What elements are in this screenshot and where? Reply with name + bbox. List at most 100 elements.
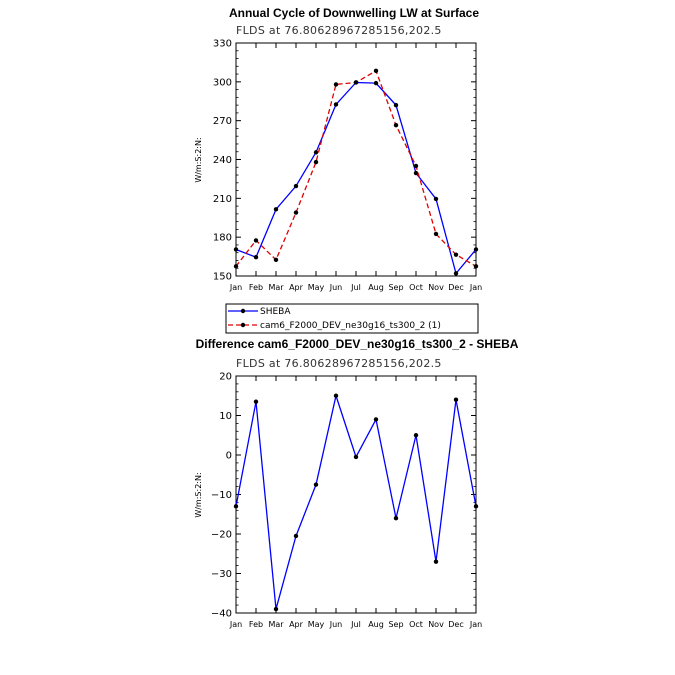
data-point xyxy=(473,264,479,269)
x-tick-label: Nov xyxy=(428,283,444,292)
legend-box xyxy=(225,303,479,334)
data-point xyxy=(393,516,399,521)
x-tick-label: Feb xyxy=(249,283,263,292)
data-point xyxy=(333,102,339,107)
x-tick-label: Dec xyxy=(448,283,463,292)
series-line xyxy=(235,393,477,610)
legend-sheba-label: SHEBA xyxy=(260,307,291,317)
y-tick-label: 240 xyxy=(213,155,232,166)
data-point xyxy=(253,399,259,404)
data-point xyxy=(293,533,299,539)
x-tick-label: Jun xyxy=(329,283,343,292)
data-point xyxy=(273,207,279,212)
diff-y-ticks: −40 −30 −20 −10 0 10 20 xyxy=(211,372,476,620)
data-point xyxy=(373,80,379,86)
data-point xyxy=(473,247,479,252)
diff-y-axis-label: W/m:S:2:N: xyxy=(194,472,203,517)
data-point xyxy=(333,82,339,87)
x-tick-label: Jul xyxy=(350,620,361,629)
y-ticks: 150 180 210 240 270 300 330 xyxy=(213,39,476,283)
diff-series-lines xyxy=(233,393,479,612)
x-tick-label: Sep xyxy=(388,620,403,629)
x-tick-label: Jun xyxy=(329,620,343,629)
x-tick-label: Oct xyxy=(409,283,423,292)
x-tick-label: Aug xyxy=(368,620,384,629)
data-point xyxy=(353,80,359,85)
y-tick-label: −20 xyxy=(211,530,232,541)
data-point xyxy=(393,102,399,108)
data-point xyxy=(313,482,319,487)
x-tick-label: Dec xyxy=(448,620,463,629)
y-tick-label: 270 xyxy=(213,116,232,127)
data-point xyxy=(253,238,259,243)
x-ticks: Jan Feb Mar Apr May Jun Jul Aug Sep Oct Nov Dec Jan xyxy=(229,43,482,292)
data-point xyxy=(293,210,299,215)
data-point xyxy=(393,122,399,128)
x-tick-label: May xyxy=(308,283,325,292)
x-tick-label: Jan xyxy=(469,620,482,629)
y-tick-label: 150 xyxy=(213,272,232,283)
data-point xyxy=(273,257,279,263)
legend-cam6-label: cam6_F2000_DEV_ne30g16_ts300_2 (1) xyxy=(260,321,441,331)
data-point xyxy=(333,393,339,398)
data-point xyxy=(433,196,439,202)
data-point xyxy=(233,247,239,252)
x-tick-label: May xyxy=(308,620,325,629)
x-tick-label: Nov xyxy=(428,620,444,629)
x-tick-label: Jan xyxy=(229,283,242,292)
difference-chart: Difference cam6_F2000_DEV_ne30g16_ts300_… xyxy=(194,337,519,629)
data-point xyxy=(413,163,419,169)
x-tick-label: Jan xyxy=(469,283,482,292)
data-point xyxy=(373,68,379,74)
data-point xyxy=(353,454,359,460)
chart-subtitle: FLDS at 76.80628967285156,202.5 xyxy=(236,24,442,37)
x-tick-label: Mar xyxy=(268,283,284,292)
data-point xyxy=(273,606,279,612)
x-tick-label: Mar xyxy=(268,620,284,629)
data-point xyxy=(313,150,319,155)
x-tick-label: Feb xyxy=(249,620,263,629)
legend-cam6-marker xyxy=(240,322,246,328)
diff-chart-title: Difference cam6_F2000_DEV_ne30g16_ts300_… xyxy=(196,337,519,351)
diff-x-ticks: Jan Feb Mar Apr May Jun Jul Aug Sep Oct Nov Dec Jan xyxy=(229,376,482,629)
legend-sheba-marker xyxy=(240,308,246,314)
x-tick-label: Jul xyxy=(350,283,361,292)
data-point xyxy=(233,264,239,269)
y-tick-label: 10 xyxy=(219,411,232,422)
data-point xyxy=(473,504,479,509)
data-point xyxy=(453,252,459,257)
data-point xyxy=(373,417,379,422)
y-tick-label: 330 xyxy=(213,39,232,50)
y-tick-label: 180 xyxy=(213,233,232,244)
data-point xyxy=(293,183,299,189)
data-point xyxy=(253,255,259,260)
x-tick-label: Aug xyxy=(368,283,384,292)
y-tick-label: −10 xyxy=(211,490,232,501)
data-point xyxy=(233,504,239,509)
data-point xyxy=(313,159,319,165)
y-tick-label: 0 xyxy=(226,451,232,462)
y-tick-label: 210 xyxy=(213,194,232,205)
x-tick-label: Apr xyxy=(289,283,304,292)
diff-plot-frame xyxy=(235,375,477,614)
x-tick-label: Jan xyxy=(229,620,242,629)
series-line xyxy=(235,69,477,267)
diff-chart-subtitle: FLDS at 76.80628967285156,202.5 xyxy=(236,357,442,370)
x-tick-label: Oct xyxy=(409,620,423,629)
y-tick-label: −30 xyxy=(211,569,232,580)
y-tick-label: 20 xyxy=(219,372,232,383)
legend: SHEBA cam6_F2000_DEV_ne30g16_ts300_2 (1) xyxy=(225,303,479,334)
chart-title: Annual Cycle of Downwelling LW at Surfac… xyxy=(229,6,479,20)
data-point xyxy=(453,271,459,276)
x-tick-label: Sep xyxy=(388,283,403,292)
x-tick-label: Apr xyxy=(289,620,304,629)
y-axis-label: W/m:S:2:N: xyxy=(194,137,203,182)
y-tick-label: 300 xyxy=(213,77,232,88)
plot-frame xyxy=(235,42,477,277)
series-lines xyxy=(233,68,479,276)
data-point xyxy=(433,559,439,564)
y-tick-label: −40 xyxy=(211,609,232,620)
data-point xyxy=(433,231,439,237)
series-line xyxy=(235,81,477,275)
